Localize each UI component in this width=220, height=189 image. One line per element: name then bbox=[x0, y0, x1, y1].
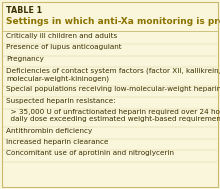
Text: Concomitant use of aprotinin and nitroglycerin: Concomitant use of aprotinin and nitrogl… bbox=[6, 150, 174, 156]
Text: Increased heparin clearance: Increased heparin clearance bbox=[6, 139, 108, 145]
Text: Settings in which anti-Xa monitoring is preferred: Settings in which anti-Xa monitoring is … bbox=[6, 17, 220, 26]
Text: Critically ill children and adults: Critically ill children and adults bbox=[6, 33, 117, 39]
Text: Presence of lupus anticoagulant: Presence of lupus anticoagulant bbox=[6, 44, 122, 50]
Text: Antithrombin deficiency: Antithrombin deficiency bbox=[6, 128, 92, 133]
Text: Deficiencies of contact system factors (factor XII, kallikrein, high-
molecular-: Deficiencies of contact system factors (… bbox=[6, 67, 220, 82]
Text: Suspected heparin resistance:: Suspected heparin resistance: bbox=[6, 98, 116, 104]
Text: Special populations receiving low-molecular-weight heparin: Special populations receiving low-molecu… bbox=[6, 86, 220, 92]
Text: TABLE 1: TABLE 1 bbox=[6, 6, 42, 15]
Text: Pregnancy: Pregnancy bbox=[6, 56, 44, 62]
Text: > 35,000 U of unfractionated heparin required over 24 hours, or total
  daily do: > 35,000 U of unfractionated heparin req… bbox=[6, 109, 220, 122]
